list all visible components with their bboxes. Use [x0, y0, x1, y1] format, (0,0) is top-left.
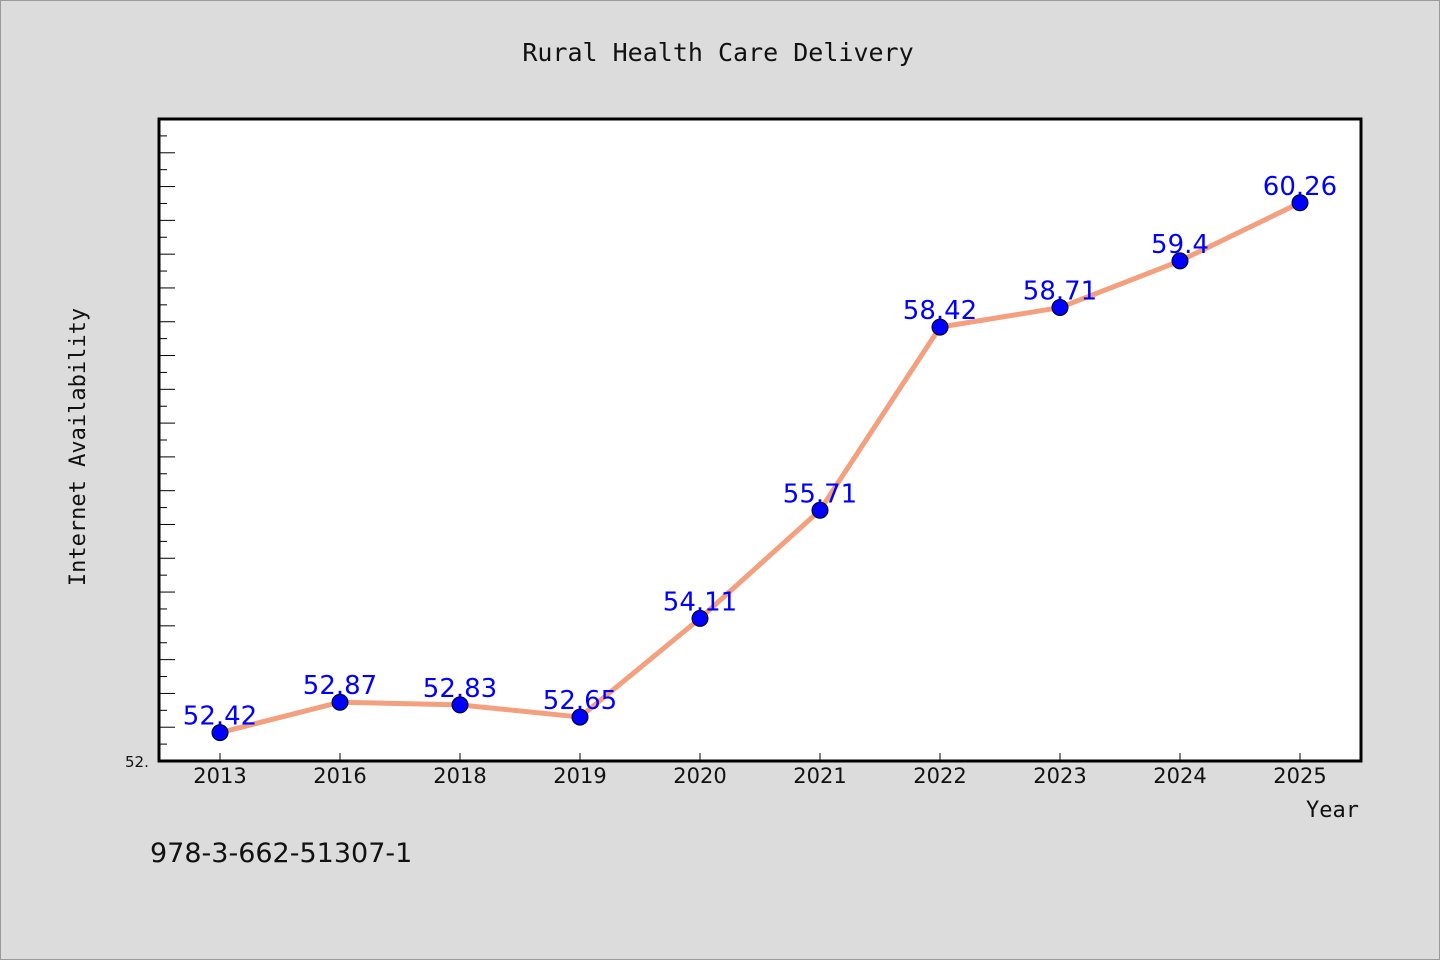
- x-axis-tick-labels: 2013 2016 2018 2019 2020 2021 2022 2023 2024 2025: [193, 764, 1326, 788]
- x-tick-label: 2013: [193, 764, 246, 788]
- x-tick-label: 2022: [913, 764, 966, 788]
- data-label: 52.42: [183, 702, 257, 732]
- data-point: [1171, 252, 1189, 270]
- x-tick-label: 2025: [1273, 764, 1326, 788]
- data-point: [451, 696, 469, 714]
- data-markers: [211, 194, 1309, 742]
- data-label: 54.11: [663, 587, 737, 617]
- y-tick-label: 52.: [125, 753, 149, 771]
- x-tick-label: 2018: [433, 764, 486, 788]
- x-tick-label: 2024: [1153, 764, 1206, 788]
- plot-area: [157, 117, 1363, 763]
- data-point: [571, 708, 589, 726]
- data-label: 59.4: [1151, 230, 1209, 260]
- data-point: [1291, 194, 1309, 212]
- data-point: [211, 724, 229, 742]
- data-point: [811, 501, 829, 519]
- data-point: [691, 609, 709, 627]
- x-tick-label: 2023: [1033, 764, 1086, 788]
- data-point: [331, 693, 349, 711]
- y-axis-label: Internet Availability: [66, 308, 91, 586]
- data-point: [1051, 299, 1069, 317]
- y-axis-ticks: [159, 135, 175, 745]
- data-label: 52.65: [543, 686, 617, 716]
- isbn-text: 978-3-662-51307-1: [150, 838, 412, 869]
- x-tick-label: 2020: [673, 764, 726, 788]
- data-label: 52.87: [303, 671, 377, 701]
- x-tick-label: 2019: [553, 764, 606, 788]
- data-point: [931, 318, 949, 336]
- chart-title: Rural Health Care Delivery: [522, 38, 913, 67]
- data-label: 52.83: [423, 674, 497, 704]
- x-tick-label: 2021: [793, 764, 846, 788]
- series-line: [217, 200, 1303, 736]
- data-label: 60.26: [1263, 172, 1337, 202]
- data-label: 58.42: [903, 296, 977, 326]
- data-label: 58.71: [1023, 277, 1097, 307]
- data-labels: 52.42 52.87 52.83 52.65 54.11 55.71 58.42 58.71…: [183, 172, 1337, 732]
- x-axis-label: Year: [1306, 798, 1359, 823]
- data-label: 55.71: [783, 479, 857, 509]
- x-tick-label: 2016: [313, 764, 366, 788]
- x-axis-ticks: [219, 753, 1301, 761]
